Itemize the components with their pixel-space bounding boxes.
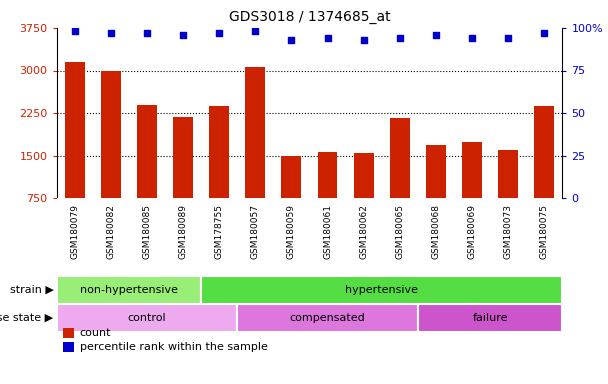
- Point: [359, 37, 368, 43]
- Text: GSM180075: GSM180075: [540, 204, 549, 259]
- Text: GSM180069: GSM180069: [468, 204, 477, 259]
- Bar: [209, 106, 229, 240]
- Text: failure: failure: [472, 313, 508, 323]
- Text: GSM180062: GSM180062: [359, 204, 368, 259]
- Bar: [534, 106, 554, 240]
- Point: [286, 37, 296, 43]
- Point: [106, 30, 116, 36]
- Bar: [173, 117, 193, 240]
- Text: non-hypertensive: non-hypertensive: [80, 285, 178, 295]
- Text: GSM180057: GSM180057: [250, 204, 260, 259]
- Point: [503, 35, 513, 41]
- Point: [70, 28, 80, 35]
- Bar: [237, 304, 418, 332]
- Bar: [462, 142, 482, 240]
- Text: GSM180085: GSM180085: [142, 204, 151, 259]
- Point: [178, 32, 188, 38]
- Text: hypertensive: hypertensive: [345, 285, 418, 295]
- Title: GDS3018 / 1374685_at: GDS3018 / 1374685_at: [229, 10, 390, 24]
- Text: GSM180082: GSM180082: [106, 204, 116, 259]
- Text: strain ▶: strain ▶: [10, 285, 54, 295]
- Point: [250, 28, 260, 35]
- Text: control: control: [128, 313, 166, 323]
- Text: GSM178755: GSM178755: [215, 204, 224, 259]
- Point: [539, 30, 549, 36]
- Text: percentile rank within the sample: percentile rank within the sample: [80, 342, 268, 352]
- Text: disease state ▶: disease state ▶: [0, 313, 54, 323]
- Text: GSM180068: GSM180068: [432, 204, 440, 259]
- Bar: [426, 145, 446, 240]
- Text: GSM180059: GSM180059: [287, 204, 296, 259]
- Bar: [317, 152, 337, 240]
- Text: GSM180089: GSM180089: [179, 204, 187, 259]
- Bar: [101, 71, 120, 240]
- Bar: [354, 153, 373, 240]
- Bar: [57, 304, 237, 332]
- Bar: [64, 62, 85, 240]
- Text: GSM180079: GSM180079: [70, 204, 79, 259]
- Point: [142, 30, 152, 36]
- Bar: [390, 118, 410, 240]
- Text: GSM180061: GSM180061: [323, 204, 332, 259]
- Point: [467, 35, 477, 41]
- Text: GSM180073: GSM180073: [503, 204, 513, 259]
- Point: [214, 30, 224, 36]
- Point: [323, 35, 333, 41]
- Bar: [282, 156, 302, 240]
- Point: [431, 32, 441, 38]
- Bar: [418, 304, 562, 332]
- Point: [395, 35, 405, 41]
- Bar: [246, 67, 265, 240]
- Text: GSM180065: GSM180065: [395, 204, 404, 259]
- Bar: [137, 104, 157, 240]
- Bar: [499, 151, 518, 240]
- Bar: [201, 276, 562, 304]
- Text: compensated: compensated: [289, 313, 365, 323]
- Bar: [57, 276, 201, 304]
- Text: count: count: [80, 328, 111, 338]
